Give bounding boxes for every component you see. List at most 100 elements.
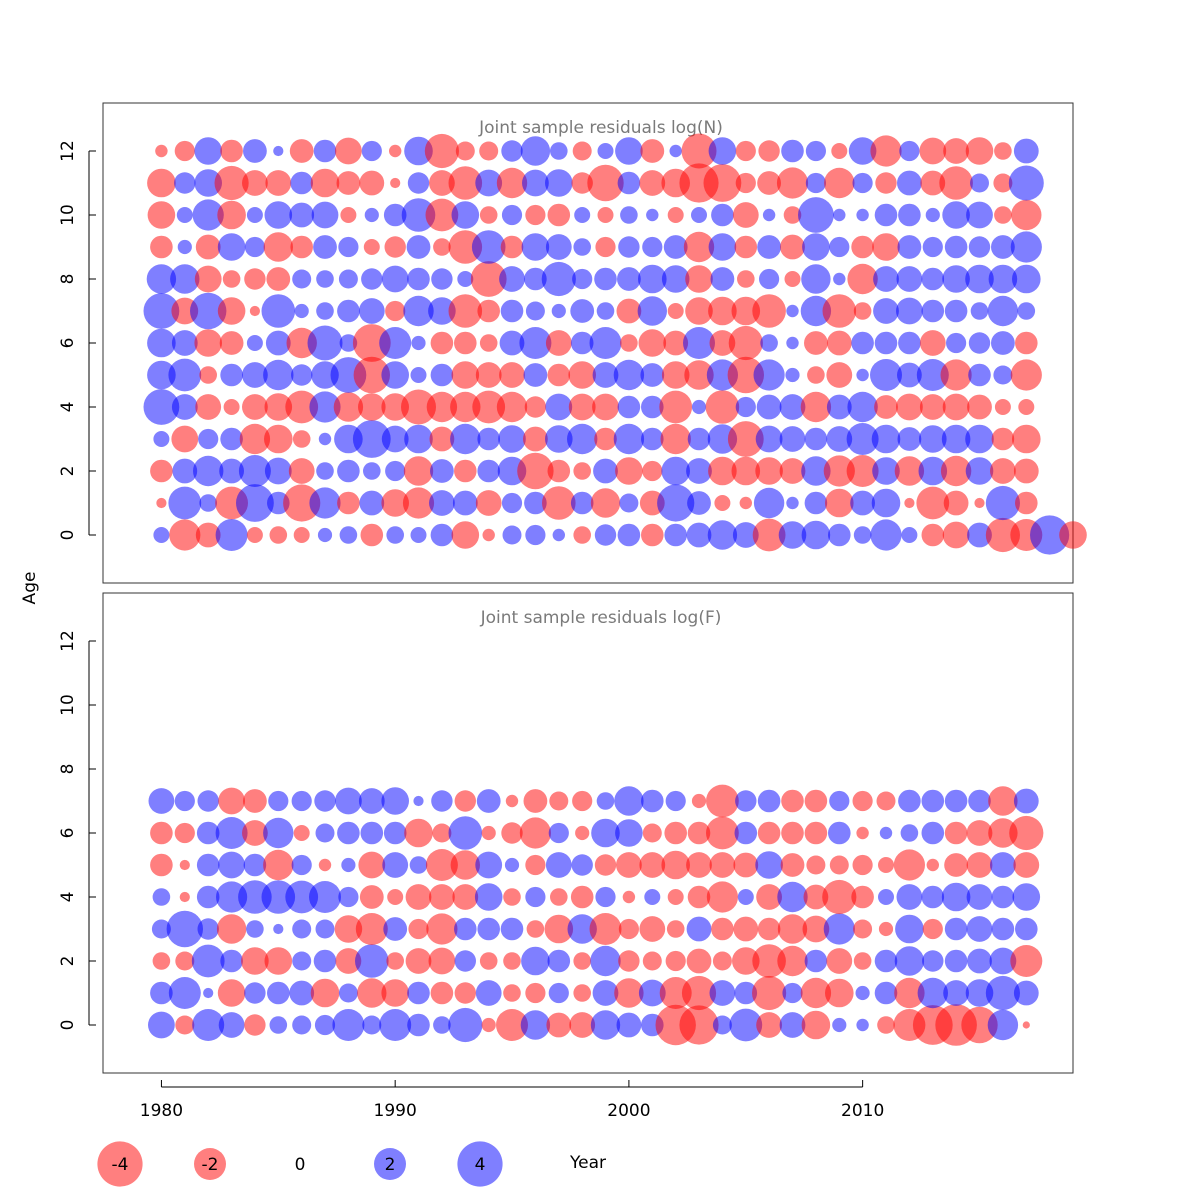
residual-bubble	[242, 394, 268, 420]
residual-bubble	[176, 207, 193, 223]
residual-bubble	[965, 457, 994, 485]
residual-bubble	[433, 1016, 451, 1034]
residual-bubble	[874, 203, 898, 227]
residual-bubble	[709, 330, 736, 356]
residual-bubble	[798, 197, 834, 233]
residual-bubble	[709, 980, 736, 1006]
residual-bubble	[776, 167, 809, 199]
residual-bubble	[822, 294, 857, 328]
residual-bubble	[1012, 883, 1041, 911]
residual-bubble	[403, 295, 434, 327]
residual-bubble	[249, 305, 260, 317]
residual-bubble	[638, 979, 666, 1007]
residual-bubble	[150, 235, 173, 259]
residual-bubble	[454, 459, 477, 483]
residual-bubble	[411, 335, 426, 351]
residual-bubble	[404, 136, 433, 166]
residual-bubble	[686, 458, 712, 484]
residual-bubble	[993, 173, 1013, 193]
residual-bubble	[620, 334, 638, 352]
residual-bubble	[291, 854, 312, 876]
residual-bubble	[499, 362, 525, 388]
residual-bubble	[194, 329, 222, 357]
residual-bubble	[852, 172, 873, 194]
residual-bubble	[644, 889, 661, 905]
residual-bubble	[475, 490, 502, 516]
residual-bubble	[685, 297, 713, 325]
residual-bubble	[339, 334, 358, 352]
residual-bubble	[479, 952, 498, 970]
residual-bubble	[822, 879, 857, 915]
residual-bubble	[341, 857, 356, 873]
residual-bubble	[288, 458, 315, 484]
residual-bubble	[592, 980, 619, 1006]
residual-bubble	[727, 421, 764, 457]
residual-bubble	[641, 789, 664, 813]
residual-bubble	[573, 526, 591, 544]
residual-bubble	[448, 816, 483, 850]
residual-bubble	[590, 1010, 621, 1040]
residual-bubble	[640, 139, 665, 163]
residual-bubble	[454, 790, 476, 812]
residual-bubble	[525, 854, 546, 876]
residual-bubble	[219, 331, 244, 355]
residual-bubble	[481, 825, 496, 841]
residual-bubble	[755, 457, 783, 485]
residual-bubble	[545, 234, 572, 260]
residual-bubble	[703, 164, 742, 202]
residual-bubble	[642, 951, 662, 971]
residual-bubble	[313, 949, 337, 973]
residual-bubble	[1012, 424, 1041, 454]
residual-bubble	[318, 858, 332, 872]
residual-bubble	[853, 952, 872, 970]
residual-bubble	[994, 142, 1012, 160]
residual-bubble	[291, 364, 313, 386]
y-tick-label: 6	[58, 338, 78, 349]
residual-bubble	[238, 455, 271, 487]
residual-bubble	[898, 203, 921, 227]
residual-bubble	[985, 975, 1021, 1011]
residual-bubble	[381, 787, 410, 815]
residual-bubble	[549, 791, 569, 811]
residual-bubble	[970, 173, 989, 193]
residual-bubble	[220, 363, 243, 387]
residual-bubble	[477, 459, 501, 483]
residual-bubble	[590, 488, 621, 518]
residual-bubble	[781, 139, 804, 163]
residual-bubble	[921, 789, 945, 813]
residual-bubble	[311, 201, 339, 229]
residual-bubble	[454, 331, 477, 355]
residual-bubble	[430, 981, 454, 1005]
residual-bubble	[917, 977, 948, 1009]
residual-bubble	[355, 913, 388, 945]
residual-bubble	[501, 492, 523, 514]
residual-bubble	[974, 497, 985, 509]
residual-bubble	[261, 880, 296, 914]
residual-bubble	[898, 789, 921, 813]
residual-bubble	[894, 946, 925, 976]
residual-bubble	[381, 979, 410, 1007]
residual-bubble	[475, 169, 503, 197]
residual-bubble	[828, 821, 851, 845]
residual-bubble	[217, 979, 246, 1007]
residual-bubble	[920, 170, 946, 196]
residual-bubble	[318, 432, 332, 446]
residual-bubble	[618, 950, 640, 972]
residual-bubble	[642, 823, 662, 843]
residual-bubble	[454, 950, 476, 972]
residual-bubble	[596, 302, 615, 320]
residual-bubble	[967, 394, 992, 420]
residual-bubble	[968, 363, 991, 387]
residual-bubble	[389, 144, 402, 158]
residual-bubble	[735, 396, 756, 418]
residual-bubble	[657, 484, 695, 522]
residual-bubble	[273, 145, 284, 157]
residual-bubble	[335, 787, 362, 815]
residual-bubble	[544, 914, 574, 944]
residual-bubble	[243, 139, 267, 163]
residual-bubble	[451, 521, 480, 549]
residual-bubble	[800, 295, 832, 327]
residual-bubble	[429, 490, 455, 516]
residual-bubble	[802, 915, 830, 943]
